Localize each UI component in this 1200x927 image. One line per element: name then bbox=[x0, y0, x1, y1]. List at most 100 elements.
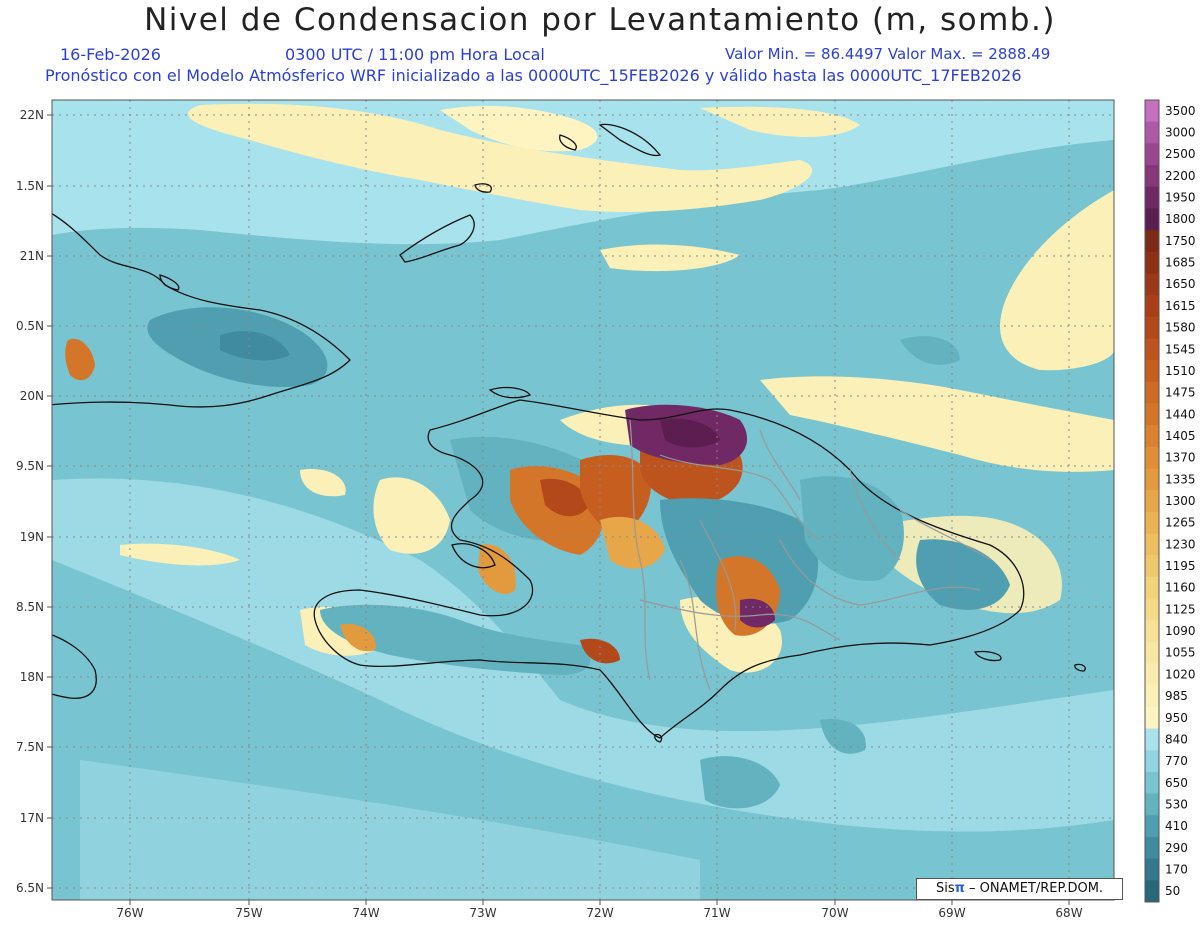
colorbar-label: 290 bbox=[1165, 841, 1188, 855]
map-title: Nivel de Condensacion por Levantamiento … bbox=[144, 2, 1056, 38]
colorbar-label: 1265 bbox=[1165, 516, 1196, 530]
beata-island bbox=[654, 733, 663, 743]
colorbar-label: 2500 bbox=[1165, 147, 1196, 161]
colorbar-swatch bbox=[1145, 490, 1159, 513]
latitude-label: 9.5N bbox=[16, 459, 44, 473]
bahamas-island-3 bbox=[559, 134, 577, 151]
colorbar-label: 1615 bbox=[1165, 299, 1196, 313]
colorbar-label: 840 bbox=[1165, 732, 1188, 746]
colorbar-label: 650 bbox=[1165, 776, 1188, 790]
longitude-label: 74W bbox=[352, 906, 379, 920]
colorbar-label: 1335 bbox=[1165, 472, 1196, 486]
bahamas-island-1 bbox=[399, 214, 475, 263]
credit-box: Sisπ – ONAMET/REP.DOM. bbox=[916, 878, 1123, 900]
colorbar-label: 530 bbox=[1165, 797, 1188, 811]
map-frame bbox=[51, 99, 1115, 901]
colorbar-label: 1685 bbox=[1165, 256, 1196, 270]
colorbar-swatch bbox=[1145, 706, 1159, 730]
forecast-time: 0300 UTC / 11:00 pm Hora Local bbox=[285, 45, 545, 64]
colorbar-swatch bbox=[1145, 858, 1159, 881]
colorbar-swatch bbox=[1145, 511, 1159, 535]
colorbar-label: 50 bbox=[1165, 884, 1180, 898]
longitude-label: 75W bbox=[235, 906, 262, 920]
latitude-label: 7.5N bbox=[16, 740, 44, 754]
latitude-label: 17N bbox=[20, 811, 44, 825]
colorbar-label: 1230 bbox=[1165, 537, 1196, 551]
value-min-max: Valor Min. = 86.4497 Valor Max. = 2888.4… bbox=[725, 45, 1051, 63]
colorbar-swatch bbox=[1145, 316, 1159, 339]
colorbar-swatch bbox=[1145, 425, 1159, 448]
colorbar-swatch bbox=[1145, 663, 1159, 686]
colorbar-swatch bbox=[1145, 186, 1159, 209]
colorbar-label: 3000 bbox=[1165, 126, 1196, 140]
longitude-labels: 76W 75W 74W 73W 72W 71W 70W 69W 68W bbox=[116, 900, 1083, 920]
colorbar-swatch bbox=[1145, 728, 1159, 751]
colorbar-swatch bbox=[1145, 836, 1159, 860]
colorbar-label: 1580 bbox=[1165, 321, 1196, 335]
colorbar-label: 3500 bbox=[1165, 104, 1196, 118]
colorbar-label: 2200 bbox=[1165, 169, 1196, 183]
credit-brand: Sis bbox=[935, 881, 955, 896]
colorbar-label: 170 bbox=[1165, 862, 1188, 876]
bahamas-island-4 bbox=[474, 183, 492, 193]
colorbar-swatch bbox=[1145, 446, 1159, 469]
colorbar-swatch bbox=[1145, 295, 1159, 318]
colorbar-label: 1545 bbox=[1165, 342, 1196, 356]
latitude-labels: 22N 1.5N 21N 0.5N 20N 9.5N 19N 8.5N 18N 7.5N 17N 6.… bbox=[16, 108, 52, 895]
longitude-label: 73W bbox=[469, 906, 496, 920]
colorbar-label: 1440 bbox=[1165, 407, 1196, 421]
colorbar-label: 1090 bbox=[1165, 624, 1196, 638]
longitude-label: 72W bbox=[586, 906, 613, 920]
colorbar-label: 1020 bbox=[1165, 667, 1196, 681]
forecast-date: 16-Feb-2026 bbox=[60, 45, 161, 64]
colorbar-swatch bbox=[1145, 143, 1159, 166]
colorbar-label: 1950 bbox=[1165, 191, 1196, 205]
colorbar-swatch bbox=[1145, 880, 1159, 903]
colorbar-label: 1800 bbox=[1165, 212, 1196, 226]
jamaica-coast bbox=[52, 634, 97, 699]
gonave-island bbox=[451, 543, 496, 569]
latitude-label: 0.5N bbox=[16, 319, 44, 333]
longitude-label: 76W bbox=[116, 906, 143, 920]
credit-pi: π bbox=[954, 881, 965, 896]
colorbar-label: 1300 bbox=[1165, 494, 1196, 508]
colorbar-swatch bbox=[1145, 576, 1159, 600]
colorbar-label: 1510 bbox=[1165, 364, 1196, 378]
colorbar-swatch bbox=[1145, 641, 1159, 665]
tortuga-island bbox=[488, 386, 532, 399]
forecast-description: Pronóstico con el Modelo Atmósferico WRF… bbox=[45, 66, 1022, 85]
colorbar-swatch bbox=[1145, 338, 1159, 361]
colorbar-swatch bbox=[1145, 598, 1159, 621]
latitude-label: 18N bbox=[20, 670, 44, 684]
coastlines bbox=[52, 123, 1086, 743]
colorbar-label: 1055 bbox=[1165, 646, 1196, 660]
latitude-label: 19N bbox=[20, 530, 44, 544]
colorbar-label: 1750 bbox=[1165, 234, 1196, 248]
map-gridlines bbox=[52, 100, 1114, 900]
colorbar-swatch bbox=[1145, 273, 1159, 296]
cuba-coast bbox=[52, 212, 351, 408]
latitude-label: 8.5N bbox=[16, 600, 44, 614]
colorbar-label: 1370 bbox=[1165, 451, 1196, 465]
colorbar-swatch bbox=[1145, 533, 1159, 556]
colorbar-swatch bbox=[1145, 685, 1159, 708]
colorbar-swatch bbox=[1145, 100, 1159, 123]
saona-island bbox=[974, 650, 1002, 662]
longitude-label: 70W bbox=[821, 906, 848, 920]
latitude-label: 22N bbox=[20, 108, 44, 122]
colorbar-swatch bbox=[1145, 815, 1159, 838]
colorbar-swatch bbox=[1145, 403, 1159, 426]
colorbar-swatch bbox=[1145, 230, 1159, 253]
colorbar-label: 985 bbox=[1165, 689, 1188, 703]
colorbar-swatch bbox=[1145, 750, 1159, 773]
colorbar-swatch bbox=[1145, 251, 1159, 274]
colorbar-swatch bbox=[1145, 121, 1159, 144]
colorbar: 3500 3000 2500 2200 1950 1800 1750 1685 1650 1615… bbox=[1144, 99, 1196, 903]
lcl-field bbox=[52, 100, 1114, 900]
colorbar-swatch bbox=[1145, 208, 1159, 231]
mona-island bbox=[1074, 663, 1086, 672]
colorbar-label: 770 bbox=[1165, 754, 1188, 768]
latitude-label: 21N bbox=[20, 249, 44, 263]
province-borders bbox=[629, 419, 991, 691]
